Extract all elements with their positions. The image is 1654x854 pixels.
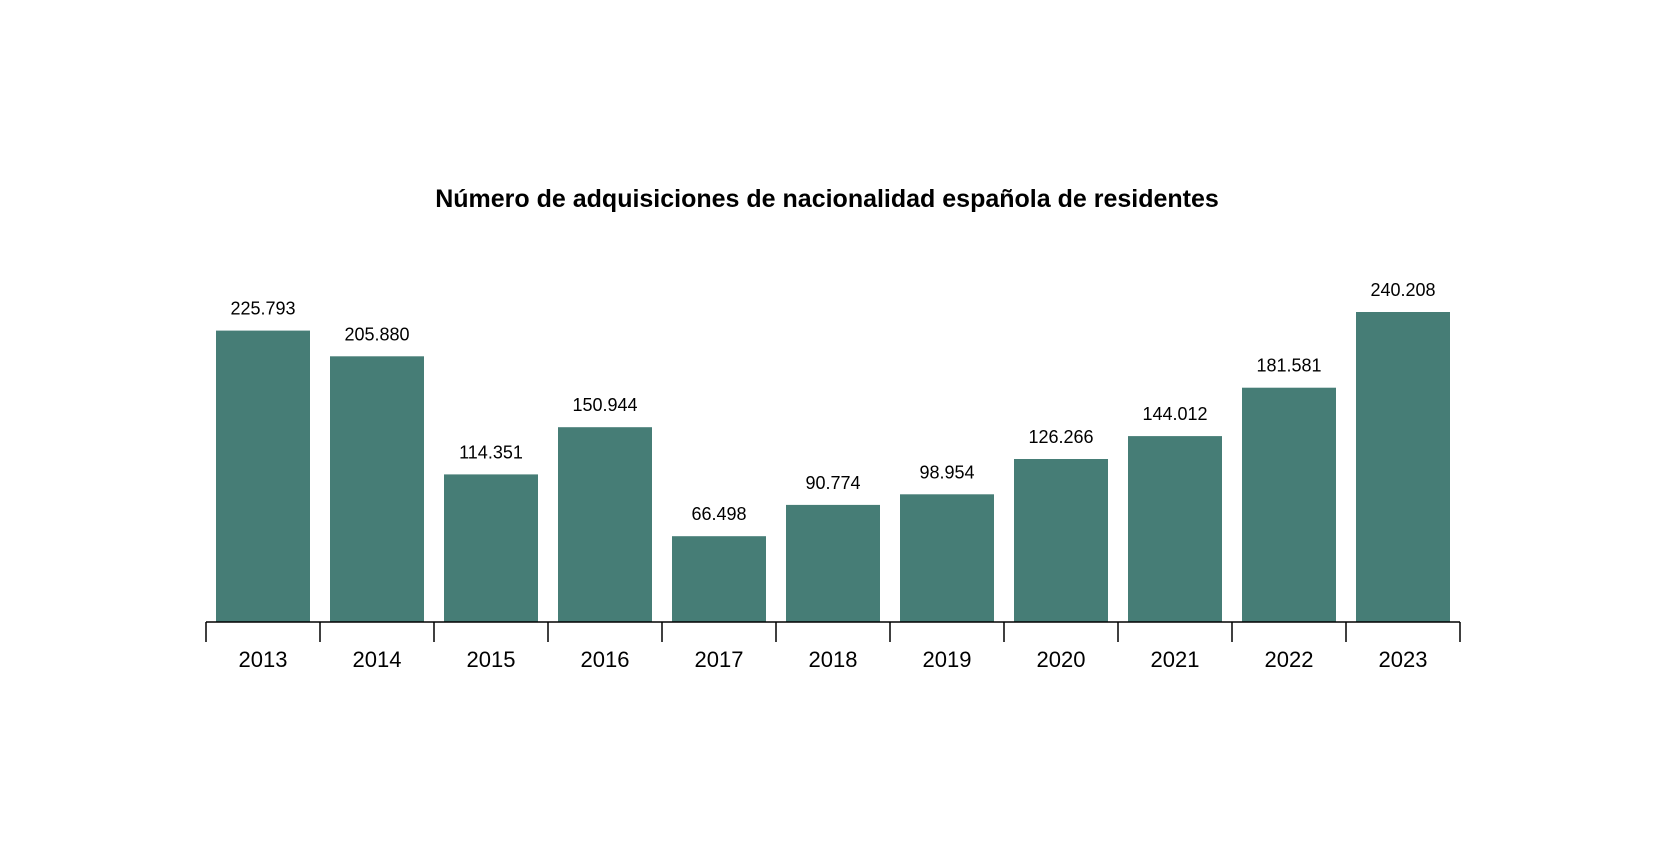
- value-label-2023: 240.208: [1370, 280, 1435, 300]
- value-label-2017: 66.498: [691, 504, 746, 524]
- value-label-2013: 225.793: [230, 299, 295, 319]
- value-label-2020: 126.266: [1028, 427, 1093, 447]
- chart-title: Número de adquisiciones de nacionalidad …: [435, 185, 1219, 213]
- value-label-2015: 114.351: [459, 442, 523, 462]
- bar-2023: [1356, 312, 1450, 622]
- bar-2017: [672, 536, 766, 622]
- bar-2021: [1128, 436, 1222, 622]
- x-tick-label-2023: 2023: [1379, 647, 1428, 672]
- value-label-2022: 181.581: [1256, 356, 1321, 376]
- bar-2016: [558, 427, 652, 622]
- bar-2018: [786, 504, 880, 622]
- x-tick-label-2015: 2015: [467, 647, 516, 672]
- x-tick-label-2014: 2014: [353, 647, 402, 672]
- x-axis: 2013 2014 2015 2016 2017 2018 2019 2020 2021 2022…: [205, 621, 1461, 672]
- value-labels-group: 225.793 205.880 114.351 150.944 66.498 90.774…: [230, 280, 1435, 524]
- bar-2015: [444, 474, 538, 622]
- bar-2022: [1242, 387, 1336, 622]
- x-tick-label-2013: 2013: [239, 647, 288, 672]
- bar-2014: [330, 356, 424, 622]
- bars-group: [216, 312, 1450, 622]
- value-label-2019: 98.954: [919, 462, 974, 482]
- x-tick-label-2020: 2020: [1037, 647, 1086, 672]
- x-tick-label-2017: 2017: [695, 647, 744, 672]
- x-tick-label-2021: 2021: [1151, 647, 1200, 672]
- value-label-2016: 150.944: [572, 395, 637, 415]
- x-tick-label-2018: 2018: [809, 647, 858, 672]
- x-tick-label-2022: 2022: [1265, 647, 1314, 672]
- x-tick-label-2016: 2016: [581, 647, 630, 672]
- bar-2020: [1014, 459, 1108, 622]
- bar-2019: [900, 494, 994, 622]
- value-label-2021: 144.012: [1142, 404, 1207, 424]
- x-tick-label-2019: 2019: [923, 647, 972, 672]
- value-label-2018: 90.774: [805, 473, 860, 493]
- value-label-2014: 205.880: [344, 324, 409, 344]
- bar-2013: [216, 330, 310, 622]
